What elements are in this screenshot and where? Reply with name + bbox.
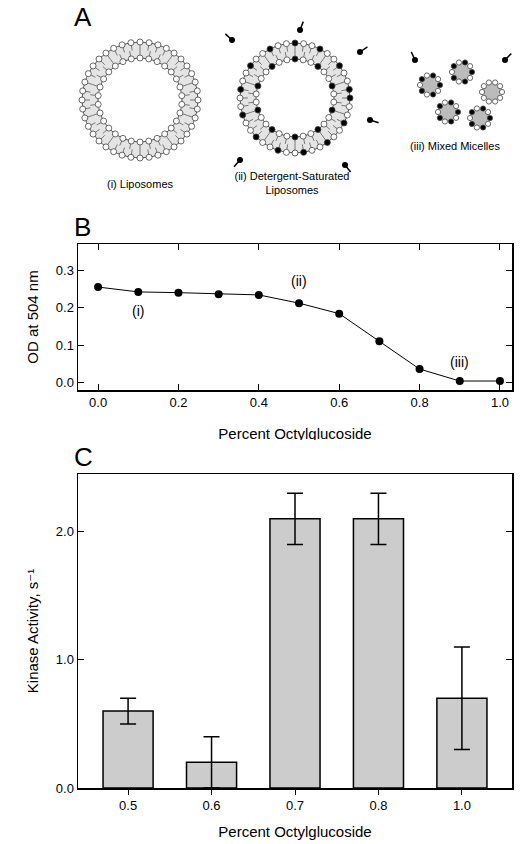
svg-text:(ii) Detergent-Saturated: (ii) Detergent-Saturated (235, 170, 350, 182)
svg-text:0.7: 0.7 (286, 798, 304, 813)
svg-text:0.8: 0.8 (411, 395, 429, 410)
svg-text:0.3: 0.3 (56, 263, 74, 278)
html-text:B: B (74, 212, 92, 242)
svg-text:(iii): (iii) (450, 354, 469, 370)
svg-text:0.6: 0.6 (203, 798, 221, 813)
svg-text:0.5: 0.5 (119, 798, 137, 813)
svg-text:0.2: 0.2 (169, 395, 187, 410)
svg-text:0.6: 0.6 (330, 395, 348, 410)
svg-text:OD at 504 nm: OD at 504 nm (24, 270, 41, 363)
svg-text:(i): (i) (132, 303, 144, 319)
svg-text:0.8: 0.8 (369, 798, 387, 813)
svg-text:0.0: 0.0 (89, 395, 107, 410)
svg-text:0.0: 0.0 (56, 375, 74, 390)
svg-text:Percent Octylglucoside: Percent Octylglucoside (218, 823, 371, 840)
svg-text:0.4: 0.4 (250, 395, 268, 410)
svg-text:(ii): (ii) (291, 273, 307, 289)
svg-text:Kinase Activity, s⁻¹: Kinase Activity, s⁻¹ (24, 569, 41, 693)
svg-text:1.0: 1.0 (56, 652, 74, 667)
svg-text:0.0: 0.0 (56, 781, 74, 796)
svg-text:0.2: 0.2 (56, 300, 74, 315)
svg-text:(i) Liposomes: (i) Liposomes (107, 178, 174, 190)
html-text:A: A (74, 2, 92, 32)
svg-text:Percent Octylglucoside: Percent Octylglucoside (218, 425, 371, 442)
html-text:C: C (74, 442, 93, 472)
svg-text:(iii) Mixed Micelles: (iii) Mixed Micelles (410, 140, 500, 152)
svg-text:Liposomes: Liposomes (265, 184, 319, 196)
svg-text:0.1: 0.1 (56, 338, 74, 353)
svg-text:2.0: 2.0 (56, 524, 74, 539)
svg-text:1.0: 1.0 (491, 395, 509, 410)
svg-text:1.0: 1.0 (453, 798, 471, 813)
